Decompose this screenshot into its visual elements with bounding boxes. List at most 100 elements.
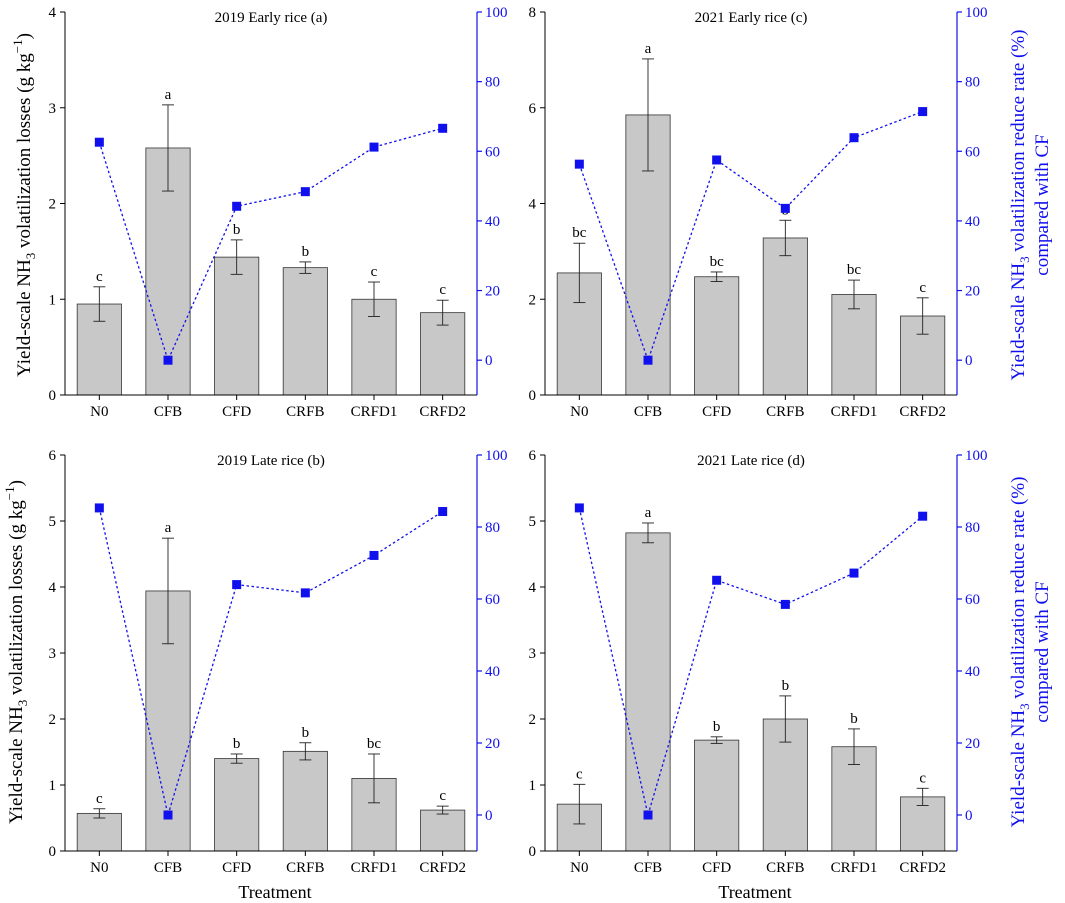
x-tick-label: CRFD2 xyxy=(899,404,946,420)
rate-point xyxy=(849,133,859,143)
right-ylabel-bottom-line1: Yield-scale NH3 volatilization reduce ra… xyxy=(1008,477,1032,828)
panel-2019-late-rice: 2019 Late rice (b)cabbbcc012345602040608… xyxy=(49,448,508,902)
right-y-tick-label: 0 xyxy=(485,353,493,369)
significance-letter: c xyxy=(96,269,103,285)
rate-series-line xyxy=(578,110,923,363)
bar xyxy=(625,532,671,852)
left-y-tick-label: 1 xyxy=(49,292,57,308)
chart-title: 2019 Late rice (b) xyxy=(217,453,325,469)
right-y-tick-label: 0 xyxy=(965,808,973,824)
rate-point xyxy=(300,187,310,197)
rate-point xyxy=(94,137,104,147)
panel-2019-early-rice: 2019 Early rice (a)cabbcc012340204060801… xyxy=(49,5,508,420)
left-y-tick-label: 1 xyxy=(49,778,57,794)
rate-point xyxy=(94,503,104,513)
bar xyxy=(214,758,260,852)
rate-point xyxy=(712,575,722,585)
significance-letter: c xyxy=(96,791,103,807)
significance-letter: bc xyxy=(847,262,862,278)
rate-series-line xyxy=(98,507,444,818)
right-y-tick-label: 60 xyxy=(485,144,500,160)
left-y-tick-label: 3 xyxy=(529,646,537,662)
left-y-tick-label: 5 xyxy=(49,514,57,530)
left-y-tick-label: 4 xyxy=(529,580,537,596)
panel-2021-early-rice: 2021 Early rice (c)bcabcbbcc024680204060… xyxy=(529,5,988,420)
right-y-tick-label: 100 xyxy=(485,448,508,464)
left-y-tick-label: 3 xyxy=(49,646,57,662)
rate-point xyxy=(438,123,448,133)
x-tick-label: CRFD1 xyxy=(351,860,398,876)
right-y-tick-label: 40 xyxy=(485,214,500,230)
right-y-tick-label: 80 xyxy=(965,75,980,91)
x-tick-label: CRFD1 xyxy=(831,860,878,876)
x-tick-label: N0 xyxy=(570,404,588,420)
x-tick-label: CFD xyxy=(702,860,731,876)
rate-point xyxy=(780,599,790,609)
bar xyxy=(694,739,740,852)
rate-point xyxy=(574,503,584,513)
left-y-tick-label: 8 xyxy=(529,5,537,21)
significance-letter: a xyxy=(645,505,652,521)
right-y-tick-label: 100 xyxy=(965,5,988,21)
bar xyxy=(694,276,740,396)
rate-series-line xyxy=(578,507,924,816)
significance-letter: a xyxy=(165,520,172,536)
left-y-tick-label: 4 xyxy=(529,197,537,213)
bar xyxy=(282,750,328,852)
x-tick-label: CRFD2 xyxy=(419,404,466,420)
x-tick-label: CFB xyxy=(154,404,182,420)
x-tick-label: CRFB xyxy=(286,860,324,876)
right-y-tick-label: 60 xyxy=(965,592,980,608)
rate-point xyxy=(232,201,242,211)
significance-letter: b xyxy=(850,711,858,727)
left-y-tick-label: 6 xyxy=(529,101,537,117)
significance-letter: b xyxy=(782,678,790,694)
right-y-tick-label: 20 xyxy=(485,284,500,300)
left-y-tick-label: 2 xyxy=(529,712,537,728)
significance-letter: a xyxy=(645,41,652,57)
rate-point xyxy=(712,155,722,165)
significance-letter: c xyxy=(919,280,926,296)
rate-series-line xyxy=(98,127,443,363)
left-y-tick-label: 6 xyxy=(529,448,537,464)
significance-letter: b xyxy=(233,736,241,752)
significance-letter: b xyxy=(302,725,310,741)
right-y-tick-label: 80 xyxy=(965,520,980,536)
rate-point xyxy=(849,568,859,578)
x-tick-label: CFD xyxy=(222,404,251,420)
left-y-tick-label: 4 xyxy=(49,5,57,21)
significance-letter: c xyxy=(576,766,583,782)
rate-point xyxy=(574,159,584,169)
right-y-tick-label: 0 xyxy=(485,808,493,824)
significance-letter: bc xyxy=(572,225,587,241)
left-y-tick-label: 4 xyxy=(49,580,57,596)
left-y-tick-label: 0 xyxy=(49,844,57,860)
right-y-tick-label: 20 xyxy=(485,736,500,752)
x-tick-label: CFB xyxy=(154,860,182,876)
bar xyxy=(76,812,122,852)
left-y-tick-label: 0 xyxy=(529,844,537,860)
rate-point xyxy=(369,142,379,152)
significance-letter: c xyxy=(439,788,446,804)
rate-point xyxy=(643,810,653,820)
right-y-tick-label: 40 xyxy=(965,214,980,230)
rate-point xyxy=(163,355,173,365)
right-ylabel-bottom-line2: compared with CF xyxy=(1032,581,1053,722)
chart-title: 2021 Late rice (d) xyxy=(697,453,805,469)
bar xyxy=(831,294,877,396)
chart-title: 2019 Early rice (a) xyxy=(215,10,328,26)
right-y-tick-label: 80 xyxy=(485,75,500,91)
bar xyxy=(762,237,808,396)
rate-point xyxy=(232,580,242,590)
right-ylabel-top-line2: compared with CF xyxy=(1032,134,1053,275)
left-y-tick-label: 1 xyxy=(529,778,537,794)
bar xyxy=(420,809,466,852)
x-tick-label: CRFB xyxy=(766,404,804,420)
x-tick-label: N0 xyxy=(90,404,108,420)
left-y-tick-label: 2 xyxy=(529,292,537,308)
significance-letter: bc xyxy=(710,254,725,270)
right-y-tick-label: 100 xyxy=(965,448,988,464)
x-tick-label: CFD xyxy=(702,404,731,420)
left-y-tick-label: 2 xyxy=(49,712,57,728)
left-y-tick-label: 6 xyxy=(49,448,57,464)
